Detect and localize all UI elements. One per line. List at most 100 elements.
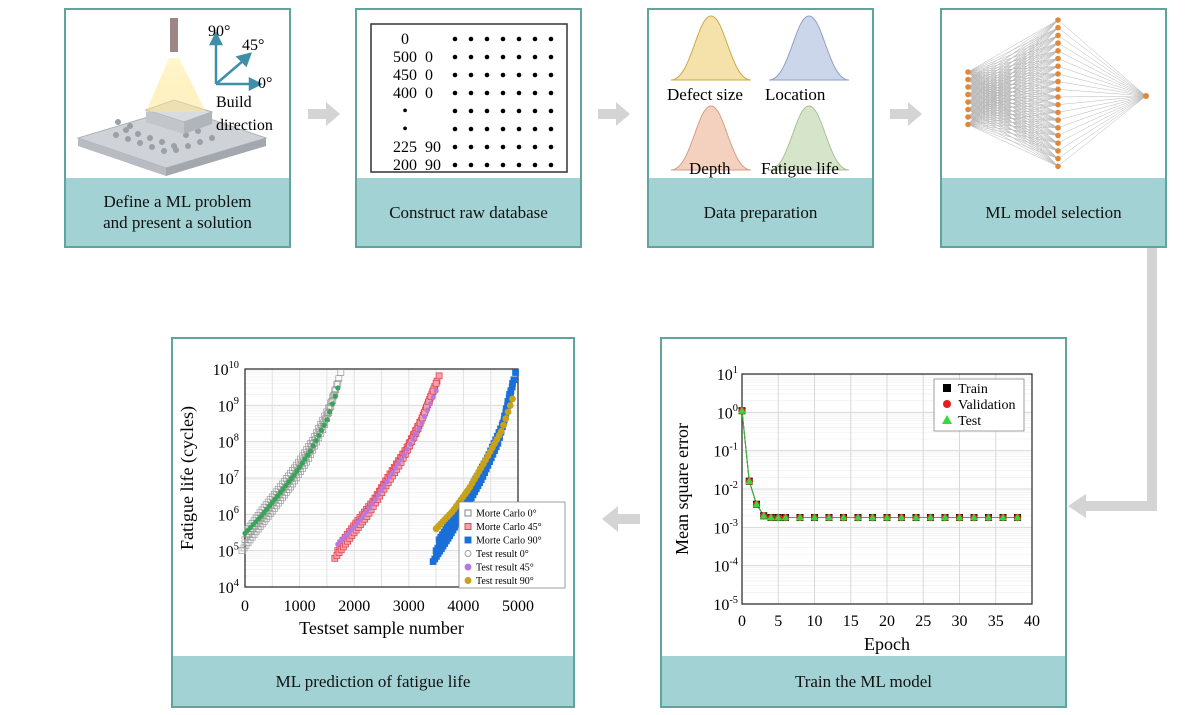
montecarlo-point bbox=[254, 525, 262, 533]
nn-edge bbox=[967, 58, 1059, 125]
test-point bbox=[970, 513, 978, 521]
nn-edge bbox=[967, 124, 1059, 144]
nn-edge bbox=[967, 42, 1059, 125]
train-ytick-label: 10-2 bbox=[713, 480, 738, 499]
nn-edge bbox=[1057, 50, 1147, 97]
train-xtick-label: 15 bbox=[843, 613, 859, 630]
train-ytick-label: 10-3 bbox=[713, 518, 738, 537]
test-result-point bbox=[291, 472, 297, 478]
nn-edge bbox=[1057, 95, 1147, 121]
test-result-point bbox=[416, 426, 422, 432]
db-matrix-dot bbox=[532, 126, 538, 132]
test-result-point bbox=[327, 409, 333, 415]
arrow-left bbox=[602, 506, 640, 532]
test-result-point bbox=[324, 417, 330, 423]
test-result-point bbox=[275, 493, 281, 499]
db-matrix-dot bbox=[532, 144, 538, 150]
nn-edge bbox=[1057, 27, 1147, 97]
test-point bbox=[883, 513, 891, 521]
train-ytick-label: 100 bbox=[717, 403, 738, 422]
test-point bbox=[1013, 513, 1022, 521]
legend-label: Morte Carlo 90° bbox=[476, 536, 542, 547]
nn-edge bbox=[1057, 35, 1147, 97]
db-cell-col2: 0 bbox=[425, 49, 433, 66]
legend-marker bbox=[464, 509, 472, 517]
test-point bbox=[810, 513, 819, 521]
test-result-point bbox=[375, 492, 381, 498]
legend-marker bbox=[464, 563, 472, 571]
db-cell-col2: 90 bbox=[425, 157, 441, 174]
train-xtick-label: 20 bbox=[879, 613, 895, 630]
montecarlo-point bbox=[268, 507, 276, 515]
test-result-point bbox=[288, 475, 295, 482]
nn-hidden-node bbox=[1055, 117, 1061, 123]
test-result-point bbox=[283, 482, 289, 489]
pred-xtick-label: 0 bbox=[241, 598, 249, 615]
test-point bbox=[738, 406, 746, 414]
db-cell-col1: • bbox=[402, 103, 408, 120]
test-point bbox=[854, 513, 862, 521]
train-ytick-label: 101 bbox=[717, 365, 738, 384]
db-matrix-dot bbox=[548, 54, 554, 60]
db-matrix-dot bbox=[452, 72, 458, 78]
test-point bbox=[781, 513, 790, 521]
db-matrix-dot bbox=[500, 36, 506, 42]
training-loss-chart: 101 100 10-1 10-2 10-3 10-4 10-50 5 10 15 20 25 30 35… bbox=[672, 365, 1040, 654]
nn-input-node bbox=[965, 84, 971, 90]
db-matrix-dot bbox=[484, 54, 490, 60]
pred-ytick-label: 106 bbox=[218, 505, 239, 524]
db-matrix-dot bbox=[516, 108, 522, 114]
nn-edge bbox=[1057, 95, 1147, 152]
train-ytick-label: 10-5 bbox=[713, 595, 738, 614]
train-xlabel: Epoch bbox=[864, 634, 910, 654]
caption-define-problem: Define a ML problem and present a soluti… bbox=[66, 178, 289, 246]
test-result-point bbox=[302, 456, 308, 462]
pred-ytick-label: 109 bbox=[218, 396, 239, 415]
nn-edge bbox=[967, 73, 1059, 125]
legend-label: Morte Carlo 0° bbox=[476, 509, 537, 520]
nn-edge bbox=[1057, 95, 1147, 144]
nn-edge bbox=[967, 124, 1059, 159]
test-result-point bbox=[390, 469, 396, 476]
db-matrix-dot bbox=[532, 36, 538, 42]
test-result-point bbox=[430, 394, 436, 400]
nn-input-node bbox=[965, 121, 971, 128]
caption-train-model: Train the ML model bbox=[662, 656, 1065, 706]
test-result-point bbox=[364, 509, 370, 515]
card-prediction: 1010 109 108 107 106 105 104 0 1000 2000 3000 4000 5… bbox=[171, 337, 575, 708]
nn-hidden-node bbox=[1055, 125, 1061, 131]
test-result-point bbox=[381, 483, 387, 489]
test-point bbox=[868, 513, 877, 521]
db-cell-col2: 0 bbox=[425, 85, 433, 102]
legend-label: Train bbox=[958, 382, 988, 397]
db-matrix-dot bbox=[548, 36, 554, 42]
pred-series-test-2 bbox=[432, 395, 516, 533]
test-point bbox=[955, 513, 964, 521]
neural-network-diagram bbox=[965, 17, 1149, 170]
legend-label: Test result 45° bbox=[476, 563, 534, 574]
angle-45-label: 45° bbox=[242, 37, 264, 54]
db-matrix-dot bbox=[484, 162, 490, 168]
db-matrix-dot bbox=[516, 36, 522, 42]
test-point bbox=[774, 513, 783, 521]
db-matrix-dot bbox=[532, 162, 538, 168]
db-matrix-dot bbox=[532, 108, 538, 114]
card-raw-database: 0 500 450 400 • • 225 200 0 0 0 90 90 Construct raw … bbox=[355, 8, 582, 248]
train-xtick-label: 35 bbox=[988, 613, 1004, 630]
nn-input-node bbox=[965, 106, 971, 113]
nn-edge bbox=[1057, 95, 1147, 105]
test-result-point bbox=[358, 516, 364, 522]
db-matrix-dot bbox=[516, 144, 522, 150]
test-point bbox=[912, 513, 920, 521]
db-matrix-dot bbox=[484, 144, 490, 150]
pred-ytick-label: 105 bbox=[218, 541, 239, 560]
montecarlo-point bbox=[266, 510, 274, 517]
pred-ytick-label: 104 bbox=[218, 578, 240, 597]
db-matrix-dot bbox=[548, 126, 554, 132]
test-result-point bbox=[299, 460, 305, 466]
legend-marker bbox=[942, 415, 952, 424]
dist-location bbox=[768, 15, 850, 81]
legend-label: Test result 90° bbox=[476, 576, 534, 587]
db-matrix-dot bbox=[452, 162, 458, 168]
